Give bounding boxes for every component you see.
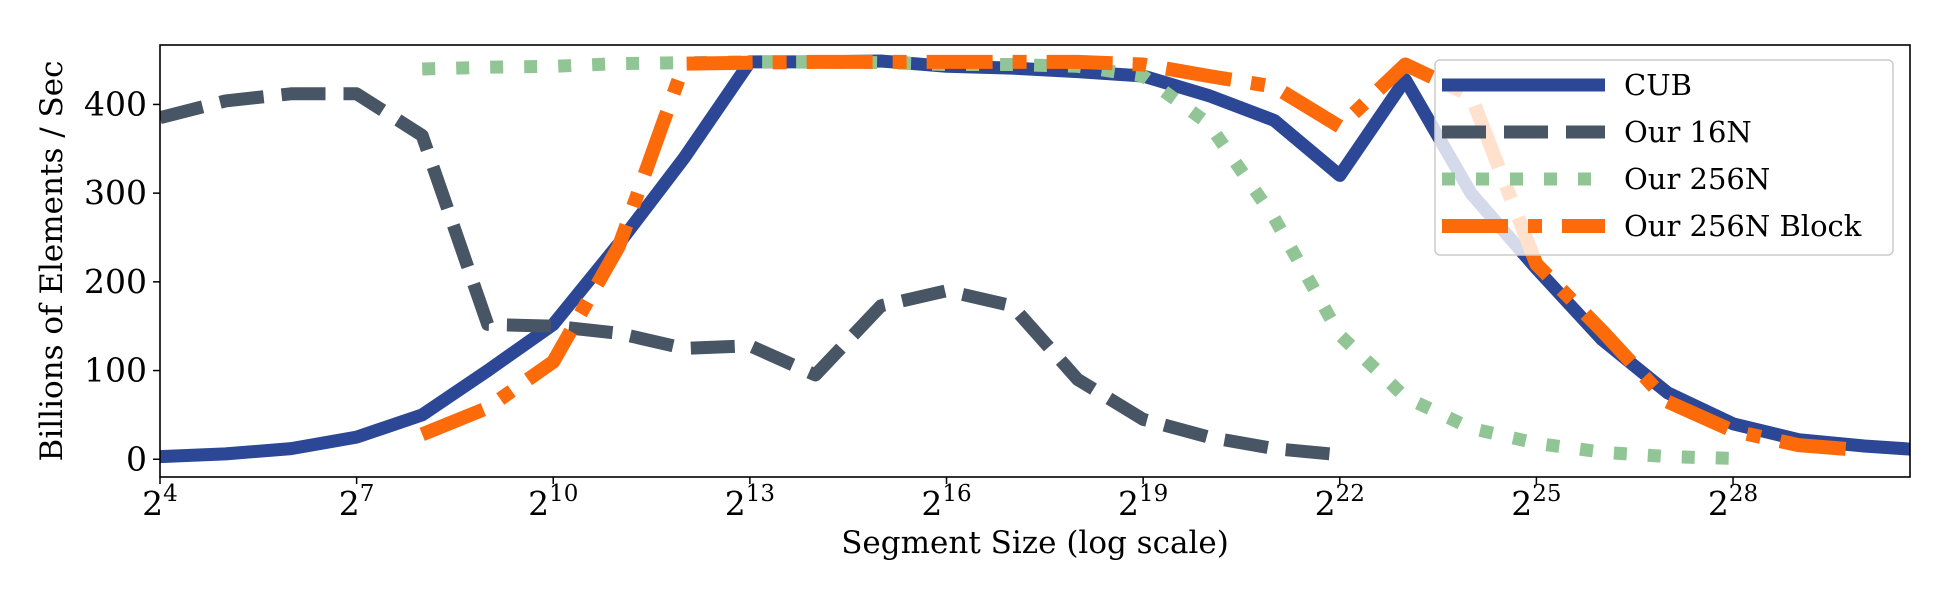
y-axis-label: Billions of Elements / Sec: [34, 61, 70, 462]
x-tick-label: 222: [1315, 481, 1365, 523]
plot-frame: [159, 44, 1911, 478]
y-tick-label: 0: [126, 439, 147, 478]
x-axis-label: Segment Size (log scale): [841, 525, 1229, 561]
x-tick-exponent: 13: [746, 481, 775, 507]
legend-label-2: Our 16N: [1624, 115, 1752, 149]
x-tick-label: 210: [528, 481, 578, 523]
x-tick-label: 225: [1511, 481, 1561, 523]
series-line-2: [160, 87, 1341, 462]
legend-label-3: Our 256N: [1624, 162, 1770, 196]
y-tick-label: 300: [84, 173, 147, 212]
x-tick-base: 2: [528, 484, 549, 523]
series-layer: [160, 54, 1910, 465]
legend-label-4: Our 256N Block: [1624, 209, 1862, 243]
x-tick-exponent: 19: [1139, 481, 1168, 507]
x-tick-label: 27: [339, 481, 375, 523]
legend-label-1: CUB: [1624, 68, 1692, 102]
x-tick-label: 216: [921, 481, 971, 523]
x-tick-base: 2: [1118, 484, 1139, 523]
x-tick-base: 2: [921, 484, 942, 523]
x-tick-label: 228: [1708, 481, 1758, 523]
x-tick-label: 219: [1118, 481, 1168, 523]
x-tick-exponent: 22: [1336, 481, 1365, 507]
y-tick-label: 400: [84, 84, 147, 123]
legend: CUB Our 16N Our 256N Our 256N Block: [1434, 59, 1894, 256]
x-tick-base: 2: [1315, 484, 1336, 523]
x-tick-base: 2: [1511, 484, 1532, 523]
y-axis: 0 100 200 300 400: [84, 84, 160, 478]
x-tick-exponent: 28: [1729, 481, 1758, 507]
x-tick-label: 213: [725, 481, 775, 523]
x-tick-exponent: 4: [163, 481, 178, 507]
y-tick-label: 200: [84, 262, 147, 301]
x-tick-exponent: 10: [549, 481, 578, 507]
legend-box: [1434, 59, 1894, 256]
x-axis: 24 27 210 213 216 219 222 225 228: [142, 477, 1758, 523]
x-tick-exponent: 16: [942, 481, 971, 507]
y-tick-label: 100: [84, 351, 147, 390]
x-tick-exponent: 25: [1532, 481, 1561, 507]
x-tick-base: 2: [1708, 484, 1729, 523]
x-tick-label: 24: [142, 481, 178, 523]
series-line-4: [419, 54, 1865, 458]
x-tick-base: 2: [339, 484, 360, 523]
x-tick-exponent: 7: [360, 481, 375, 507]
x-tick-base: 2: [725, 484, 746, 523]
x-tick-base: 2: [142, 484, 163, 523]
